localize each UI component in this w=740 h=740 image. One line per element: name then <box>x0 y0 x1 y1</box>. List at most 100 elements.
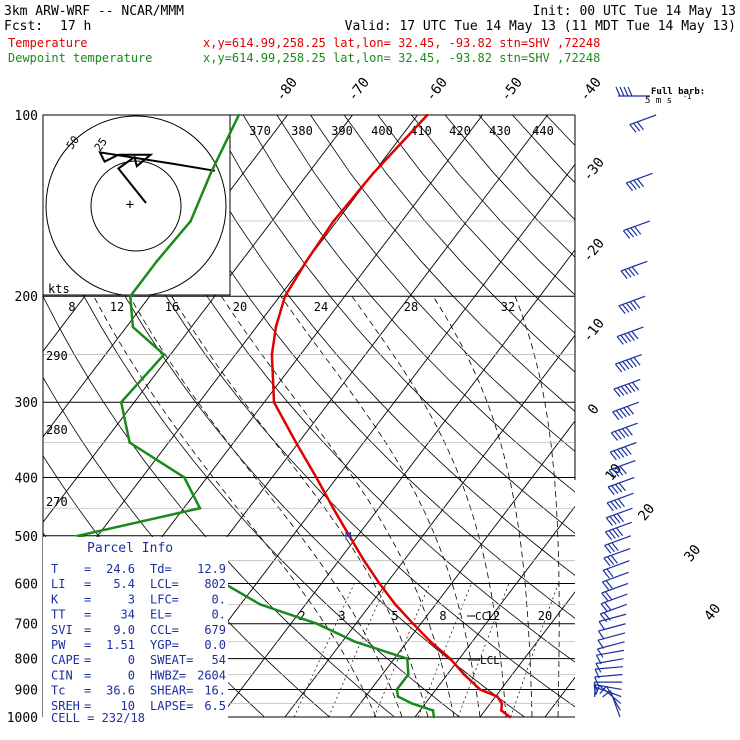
temperature-point <box>348 534 351 538</box>
wind-barb-flag <box>608 469 616 479</box>
temperature-line <box>270 114 511 718</box>
theta-label: 370 <box>249 124 271 138</box>
wind-barb-flag <box>610 432 619 441</box>
wind-barb-flag <box>605 517 613 526</box>
parcel-key: LCL= <box>150 577 179 591</box>
moist-adiabat-line <box>514 296 560 717</box>
wind-barb-flag <box>625 182 634 192</box>
mixing-ratio-label: 28 <box>404 300 418 314</box>
mixing-ratio-label: 8 <box>68 300 75 314</box>
wind-barb-flag <box>593 684 597 695</box>
wind-barb-flag <box>610 501 618 510</box>
temperature-point <box>496 695 499 698</box>
dewpoint-series-meta: x,y=614.99,258.25 lat,lon= 32.45, -93.82… <box>203 51 600 65</box>
hodograph-ring-label-50: 50 <box>64 133 82 151</box>
wind-barb <box>600 593 628 612</box>
parcel-key: SVI <box>51 623 73 637</box>
wind-barb-flag <box>624 384 632 394</box>
wind-barb-shaft <box>605 685 621 711</box>
wind-barb-flag <box>622 304 630 313</box>
parcel-value: 802 <box>204 577 226 591</box>
temperature-point <box>448 657 452 660</box>
parcel-equals: = <box>84 608 91 622</box>
wind-barb <box>620 260 648 280</box>
parcel-key: TT <box>51 608 65 622</box>
dry-adiabat-label: 280 <box>46 423 68 437</box>
parcel-equals: = <box>84 623 91 637</box>
wind-barb-flag <box>617 449 625 458</box>
wind-barb <box>601 582 629 602</box>
wind-barb-flag <box>612 528 620 538</box>
dewpoint-point <box>432 715 436 719</box>
mixing-ratio-label: 20 <box>233 300 247 314</box>
wind-barb-shaft <box>606 492 634 504</box>
dry-adiabat-line <box>411 115 575 296</box>
wind-barb-flag <box>627 332 635 341</box>
isotherm-line <box>675 115 740 717</box>
wind-barb-flag <box>601 592 609 602</box>
parcel-value: 12.9 <box>197 562 226 576</box>
mixing-ratio-line <box>293 583 355 717</box>
wind-barb-shaft <box>616 326 644 338</box>
key-barb-icon <box>615 86 650 97</box>
wind-barb-flag <box>594 668 600 679</box>
wind-barb <box>618 295 646 314</box>
mixing-ratio-label: 32 <box>501 300 515 314</box>
isotherm-line <box>154 163 575 717</box>
wind-barb-flag <box>614 363 623 373</box>
wind-barb-flag <box>624 446 632 455</box>
low-mixing-label: 12 <box>486 609 500 623</box>
isotherm-line <box>284 334 575 717</box>
wind-barb-flag <box>636 121 644 131</box>
theta-label: 430 <box>489 124 511 138</box>
temperature-point <box>378 582 381 585</box>
isotherm-labels: -80 -70 -60 -50 -40 -30 -20 -10 0 10 20 30 40 <box>273 75 725 624</box>
isotherm-label: 20 <box>635 501 658 524</box>
parcel-key: Tc <box>51 684 65 698</box>
pressure-label: 1000 <box>7 711 38 726</box>
wind-barb-flag <box>611 542 619 551</box>
temperature-point <box>315 476 318 479</box>
low-mixing-label: 2 <box>298 609 305 623</box>
wind-barb-flag <box>631 330 639 340</box>
dry-adiabat-line <box>242 115 575 493</box>
isotherm-label: -80 <box>273 75 301 105</box>
key-barb-units-exponent: -1 <box>683 93 691 101</box>
wind-barb-flag <box>613 514 621 524</box>
wind-barb-flag <box>636 178 645 188</box>
dewpoint-point <box>128 441 131 444</box>
parcel-value: 0. <box>212 608 226 622</box>
wind-barb-flag <box>624 333 632 343</box>
wind-barb <box>604 521 632 541</box>
parcel-key: CIN <box>51 668 73 682</box>
parcel-info-cell: CELL = 232/18 <box>51 711 145 725</box>
isotherm-line <box>219 249 575 717</box>
temperature-point <box>426 113 429 117</box>
chart-header: 3km ARW-WRF -- NCAR/MMM Init: 00 UTC Tue… <box>4 4 736 65</box>
wind-barb-shaft <box>597 632 626 641</box>
wind-barb-flag <box>615 527 624 537</box>
theta-labels: 370 380 390 400 410 420 430 440 <box>249 124 554 138</box>
wind-barb-shaft <box>604 535 632 546</box>
wind-barb-flag <box>615 410 623 419</box>
isotherm-label: -10 <box>580 316 608 346</box>
wind-barb-flag <box>602 569 610 579</box>
wind-barb-flag <box>612 411 620 420</box>
temperature-series-label: Temperature <box>8 36 87 50</box>
parcel-key: LAPSE= <box>150 699 193 713</box>
wind-barb-flag <box>633 300 641 309</box>
wind-barb-flag <box>609 516 617 525</box>
parcel-equals: = <box>84 699 91 713</box>
parcel-key: LFC= <box>150 592 179 606</box>
parcel-key: K <box>51 592 59 606</box>
dewpoint-point <box>431 709 435 712</box>
parcel-value: 34 <box>121 608 135 622</box>
dewpoint-point <box>129 294 132 298</box>
wind-barb-flag <box>616 336 624 345</box>
parcel-value: 0 <box>128 668 135 682</box>
wind-barb-flag <box>614 483 623 493</box>
parcel-key: SREH <box>51 699 80 713</box>
mixing-ratio-label: 12 <box>110 300 124 314</box>
wind-barb-flag <box>609 451 617 461</box>
wind-barb-flag <box>622 361 630 370</box>
